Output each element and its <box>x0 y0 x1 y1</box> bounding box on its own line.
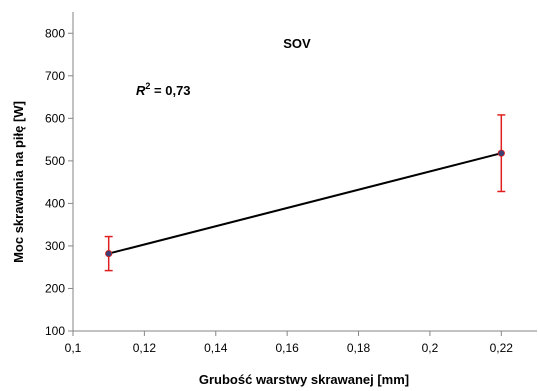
r-squared-exponent: 2 <box>145 81 150 91</box>
r-squared-symbol: R <box>136 83 146 98</box>
x-tick-label: 0,1 <box>65 341 82 355</box>
y-tick-label: 700 <box>45 69 65 83</box>
x-tick-label: 0,2 <box>422 341 439 355</box>
y-tick-label: 100 <box>45 324 65 338</box>
x-tick-label: 0,18 <box>347 341 371 355</box>
y-tick-label: 200 <box>45 281 65 295</box>
r-squared-annotation: R2 = 0,73 <box>136 81 191 98</box>
x-tick-label: 0,14 <box>204 341 228 355</box>
axes <box>72 12 537 332</box>
y-axis-title: Moc skrawania na piłę [W] <box>11 101 26 263</box>
data-point <box>497 149 505 157</box>
y-tick-label: 800 <box>45 26 65 40</box>
y-tick-label: 300 <box>45 239 65 253</box>
x-tick-label: 0,22 <box>490 341 514 355</box>
ticks: 100 200 300 400 500 600 700 800 0,1 0,12 0,14 0,16 0… <box>45 26 513 355</box>
x-tick-label: 0,16 <box>275 341 299 355</box>
chart-title: SOV <box>283 36 311 51</box>
series <box>104 114 506 272</box>
y-tick-label: 600 <box>45 111 65 125</box>
x-axis-title: Grubość warstwy skrawanej [mm] <box>199 372 409 387</box>
x-tick-label: 0,12 <box>133 341 157 355</box>
y-tick-label: 500 <box>45 154 65 168</box>
r-squared-value: = 0,73 <box>150 83 190 98</box>
data-point <box>105 249 113 258</box>
series-line <box>108 152 502 255</box>
y-tick-label: 400 <box>45 196 65 210</box>
